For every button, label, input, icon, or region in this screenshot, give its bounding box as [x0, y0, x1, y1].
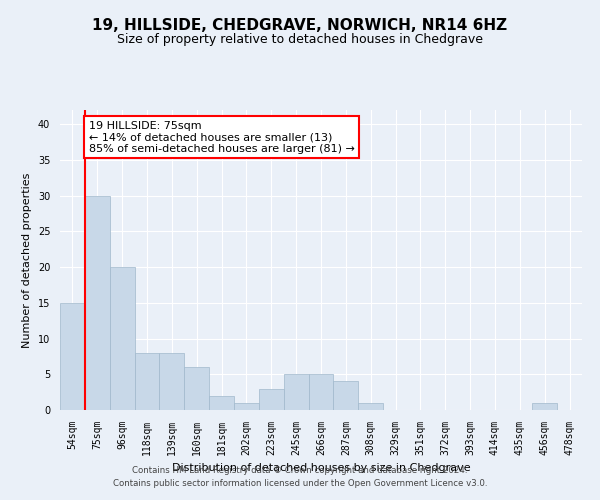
Bar	[334, 382, 358, 410]
Bar	[532, 403, 557, 410]
Bar	[134, 353, 160, 410]
Text: Size of property relative to detached houses in Chedgrave: Size of property relative to detached ho…	[117, 32, 483, 46]
Bar	[110, 267, 134, 410]
X-axis label: Distribution of detached houses by size in Chedgrave: Distribution of detached houses by size …	[172, 464, 470, 473]
Bar	[160, 353, 184, 410]
Bar	[209, 396, 234, 410]
Bar	[60, 303, 85, 410]
Y-axis label: Number of detached properties: Number of detached properties	[22, 172, 32, 348]
Text: 19 HILLSIDE: 75sqm
← 14% of detached houses are smaller (13)
85% of semi-detache: 19 HILLSIDE: 75sqm ← 14% of detached hou…	[89, 120, 355, 154]
Bar	[85, 196, 110, 410]
Bar	[308, 374, 334, 410]
Bar	[284, 374, 308, 410]
Text: 19, HILLSIDE, CHEDGRAVE, NORWICH, NR14 6HZ: 19, HILLSIDE, CHEDGRAVE, NORWICH, NR14 6…	[92, 18, 508, 32]
Text: Contains HM Land Registry data © Crown copyright and database right 2024.
Contai: Contains HM Land Registry data © Crown c…	[113, 466, 487, 487]
Bar	[184, 367, 209, 410]
Bar	[234, 403, 259, 410]
Bar	[358, 403, 383, 410]
Bar	[259, 388, 284, 410]
